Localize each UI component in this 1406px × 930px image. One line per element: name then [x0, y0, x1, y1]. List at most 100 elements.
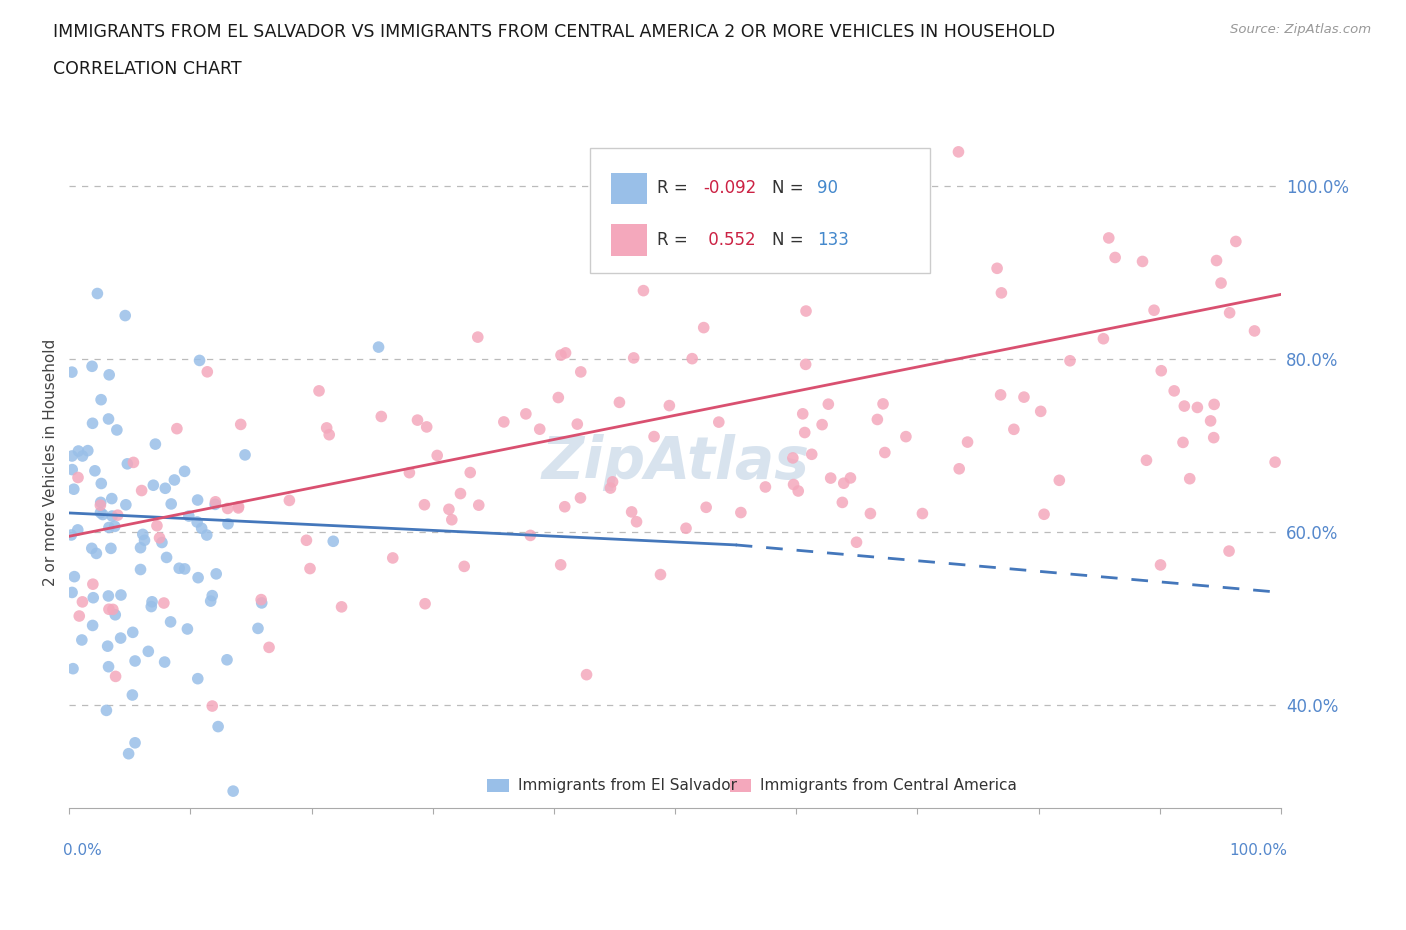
- Point: [831, 495, 853, 510]
- Point: [215, 652, 238, 667]
- Point: [187, 570, 209, 585]
- Point: [609, 395, 631, 410]
- Point: [554, 345, 576, 360]
- Point: [859, 506, 882, 521]
- Point: [458, 465, 481, 480]
- Point: [228, 499, 250, 514]
- Point: [948, 461, 970, 476]
- Text: 100.0%: 100.0%: [1229, 843, 1286, 858]
- Point: [681, 352, 703, 366]
- Point: [554, 499, 576, 514]
- Text: 0.0%: 0.0%: [63, 843, 101, 858]
- Text: Source: ZipAtlas.com: Source: ZipAtlas.com: [1230, 23, 1371, 36]
- Point: [97, 602, 120, 617]
- Point: [72, 594, 94, 609]
- Point: [1163, 383, 1185, 398]
- Point: [1178, 472, 1201, 486]
- Point: [322, 534, 344, 549]
- Point: [800, 446, 823, 461]
- Point: [104, 607, 127, 622]
- Point: [82, 577, 104, 591]
- Point: [159, 615, 181, 630]
- Point: [658, 398, 681, 413]
- Point: [1209, 275, 1232, 290]
- Point: [295, 533, 318, 548]
- Point: [257, 640, 280, 655]
- Point: [217, 501, 239, 516]
- Point: [873, 445, 896, 460]
- Point: [200, 593, 222, 608]
- Point: [246, 621, 269, 636]
- Text: R =: R =: [657, 231, 693, 248]
- Point: [76, 444, 98, 458]
- Text: Immigrants from Central America: Immigrants from Central America: [759, 778, 1017, 793]
- Point: [547, 390, 569, 405]
- Point: [1173, 399, 1195, 414]
- Point: [134, 533, 156, 548]
- Point: [97, 659, 120, 674]
- Point: [845, 535, 868, 550]
- Point: [1171, 435, 1194, 450]
- Point: [89, 505, 111, 520]
- Point: [437, 502, 460, 517]
- Point: [131, 483, 153, 498]
- Point: [1264, 455, 1286, 470]
- Point: [1104, 250, 1126, 265]
- Point: [782, 450, 804, 465]
- Point: [695, 499, 717, 514]
- Point: [82, 416, 104, 431]
- Point: [1029, 404, 1052, 418]
- Point: [60, 462, 83, 477]
- Point: [217, 516, 239, 531]
- Point: [114, 308, 136, 323]
- Point: [110, 588, 132, 603]
- Point: [121, 687, 143, 702]
- Point: [250, 592, 273, 607]
- Point: [105, 422, 128, 437]
- Bar: [610, 224, 647, 256]
- Point: [370, 409, 392, 424]
- Point: [104, 519, 127, 534]
- Point: [187, 671, 209, 686]
- Point: [80, 359, 103, 374]
- Point: [145, 437, 167, 452]
- Point: [163, 472, 186, 487]
- Point: [1047, 472, 1070, 487]
- Point: [792, 406, 814, 421]
- Point: [70, 632, 93, 647]
- Point: [62, 661, 84, 676]
- Point: [66, 470, 89, 485]
- Point: [398, 465, 420, 480]
- Point: [787, 484, 810, 498]
- Point: [101, 602, 124, 617]
- Point: [567, 417, 589, 432]
- Point: [1150, 364, 1173, 379]
- FancyBboxPatch shape: [591, 149, 929, 272]
- Point: [550, 348, 572, 363]
- Point: [453, 559, 475, 574]
- Point: [250, 595, 273, 610]
- Point: [626, 514, 648, 529]
- Text: 133: 133: [817, 231, 849, 248]
- Point: [794, 303, 817, 318]
- Point: [195, 365, 218, 379]
- Point: [142, 478, 165, 493]
- Point: [911, 506, 934, 521]
- Point: [1204, 397, 1226, 412]
- Point: [1219, 305, 1241, 320]
- Point: [990, 388, 1012, 403]
- Point: [91, 507, 114, 522]
- Point: [675, 521, 697, 536]
- Point: [86, 286, 108, 301]
- Point: [820, 471, 842, 485]
- Point: [129, 540, 152, 555]
- Point: [177, 509, 200, 524]
- Point: [990, 286, 1012, 300]
- Point: [550, 557, 572, 572]
- Point: [101, 509, 124, 524]
- Point: [141, 599, 163, 614]
- Text: IMMIGRANTS FROM EL SALVADOR VS IMMIGRANTS FROM CENTRAL AMERICA 2 OR MORE VEHICLE: IMMIGRANTS FROM EL SALVADOR VS IMMIGRANT…: [53, 23, 1056, 41]
- Point: [90, 495, 112, 510]
- Text: R =: R =: [657, 179, 693, 197]
- Point: [89, 498, 111, 512]
